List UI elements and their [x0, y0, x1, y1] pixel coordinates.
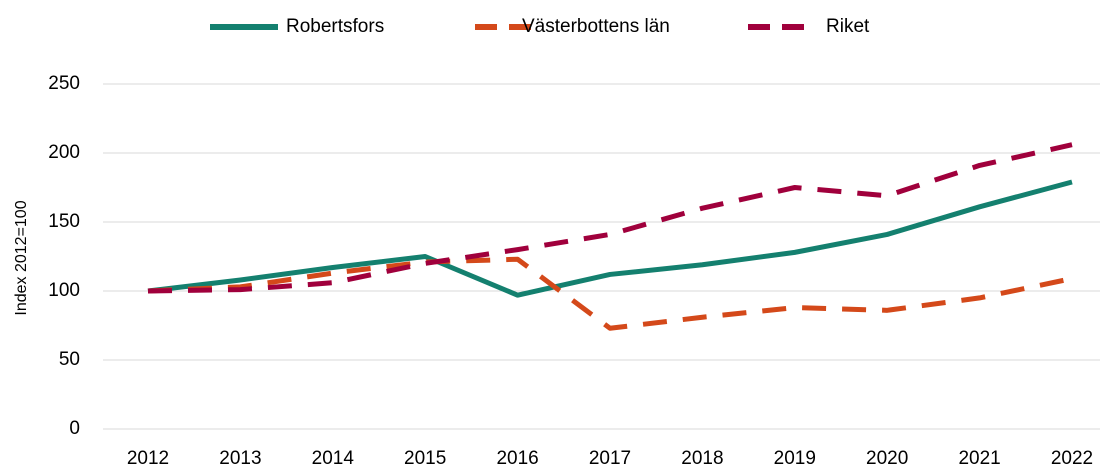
y-tick-label: 250 [48, 73, 80, 94]
x-tick-label: 2012 [127, 448, 169, 468]
x-tick-label: 2020 [866, 448, 908, 468]
x-tick-label: 2013 [219, 448, 261, 468]
series-line [147, 179, 1073, 298]
x-tick-label: 2021 [958, 448, 1000, 468]
x-tick-label: 2018 [681, 448, 723, 468]
y-tick-label: 50 [59, 349, 80, 370]
x-tick-label: 2017 [589, 448, 631, 468]
x-tick-label: 2015 [404, 448, 446, 468]
series-line [147, 256, 1073, 331]
y-axis-label: Index 2012=100 [13, 200, 30, 315]
y-tick-label: 100 [48, 280, 80, 301]
legend-label: Robertsfors [286, 16, 384, 37]
y-tick-label: 200 [48, 142, 80, 163]
x-tick-label: 2022 [1051, 448, 1093, 468]
y-tick-label: 150 [48, 211, 80, 232]
x-tick-label: 2014 [312, 448, 355, 468]
y-tick-label: 0 [69, 418, 80, 439]
legend-label: Riket [826, 16, 870, 37]
x-tick-label: 2019 [774, 448, 816, 468]
series-line [147, 142, 1073, 294]
legend-label: Västerbottens län [522, 16, 670, 37]
x-tick-label: 2016 [496, 448, 538, 468]
